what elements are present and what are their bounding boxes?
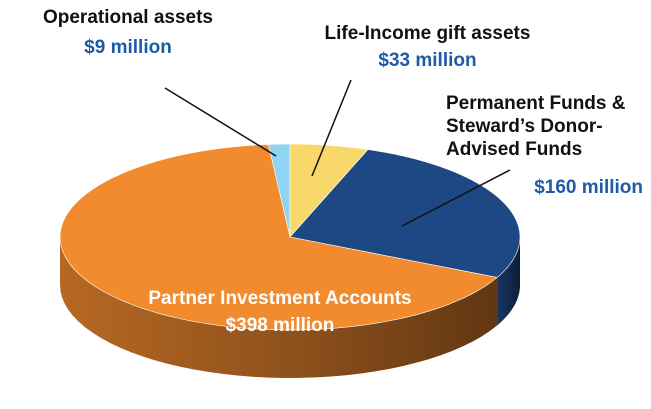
leader-line: [164, 87, 277, 157]
slice-label: Permanent Funds & Steward’s Donor-Advise…: [446, 93, 626, 160]
slice-value-label: $398 million: [225, 315, 335, 336]
slice-label: Partner Investment Accounts: [148, 288, 412, 309]
slice-label: Operational assets: [42, 7, 214, 28]
slice: [289, 149, 521, 278]
slice-side: [497, 237, 520, 326]
slice-label: Life-Income gift assets: [324, 23, 531, 44]
slice-side: [60, 237, 498, 378]
slice-value-label: $33 million: [378, 50, 477, 71]
slice: [289, 143, 369, 238]
slice-value-label: $9 million: [84, 37, 172, 58]
leader-line: [311, 79, 352, 177]
slice: [59, 144, 498, 331]
slice-value-label: $160 million: [534, 177, 643, 198]
leader-line: [401, 169, 511, 227]
